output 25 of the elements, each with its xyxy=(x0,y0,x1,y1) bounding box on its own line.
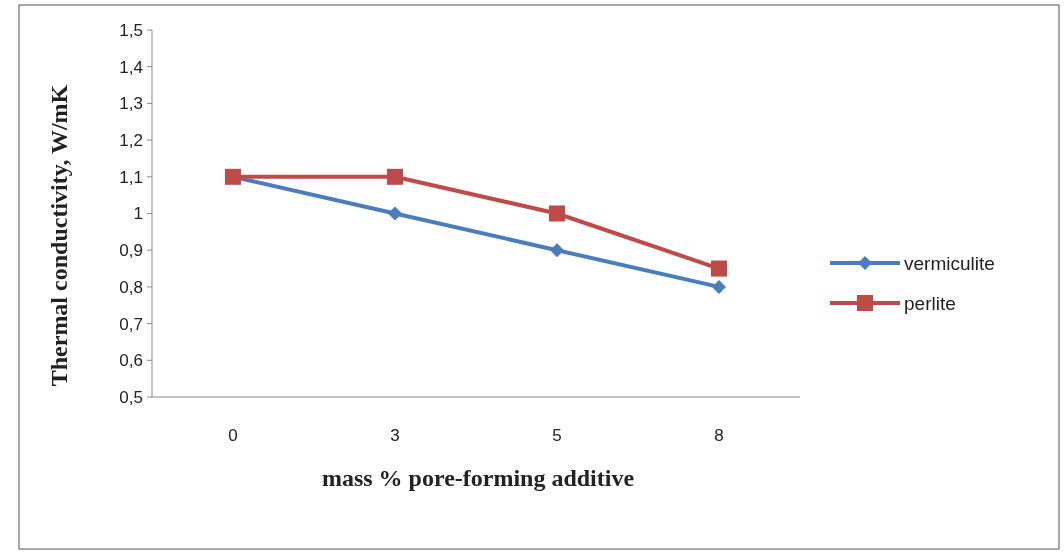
y-tick-label: 1 xyxy=(133,204,143,224)
y-tick-label: 1,3 xyxy=(119,94,143,114)
point xyxy=(387,168,403,185)
legend-label: perlite xyxy=(904,292,956,314)
x-tick-label: 3 xyxy=(390,426,400,445)
y-tick-label: 1,2 xyxy=(119,131,143,151)
point xyxy=(549,205,565,222)
y-tick-label: 0,5 xyxy=(119,387,143,407)
x-tick-label: 5 xyxy=(552,426,562,445)
point xyxy=(712,279,726,294)
point xyxy=(388,206,402,221)
x-tick-label: 8 xyxy=(714,426,724,445)
y-tick-label: 1,4 xyxy=(119,57,143,77)
y-tick-label: 0,6 xyxy=(119,351,143,371)
y-tick-label: 0,9 xyxy=(119,241,143,261)
x-tick-label: 0 xyxy=(228,426,238,445)
y-axis-title: Thermal conductivity, W/mK xyxy=(46,84,72,387)
y-tick-label: 1,1 xyxy=(119,167,143,187)
legend-label: vermiculite xyxy=(904,252,995,274)
x-axis-title: mass % pore-forming additive xyxy=(321,465,635,491)
y-tick-label: 0,8 xyxy=(119,277,143,297)
y-tick-label: 0,7 xyxy=(119,314,143,334)
y-tick-label: 1,5 xyxy=(119,20,143,40)
point xyxy=(711,260,727,277)
point xyxy=(550,243,564,258)
